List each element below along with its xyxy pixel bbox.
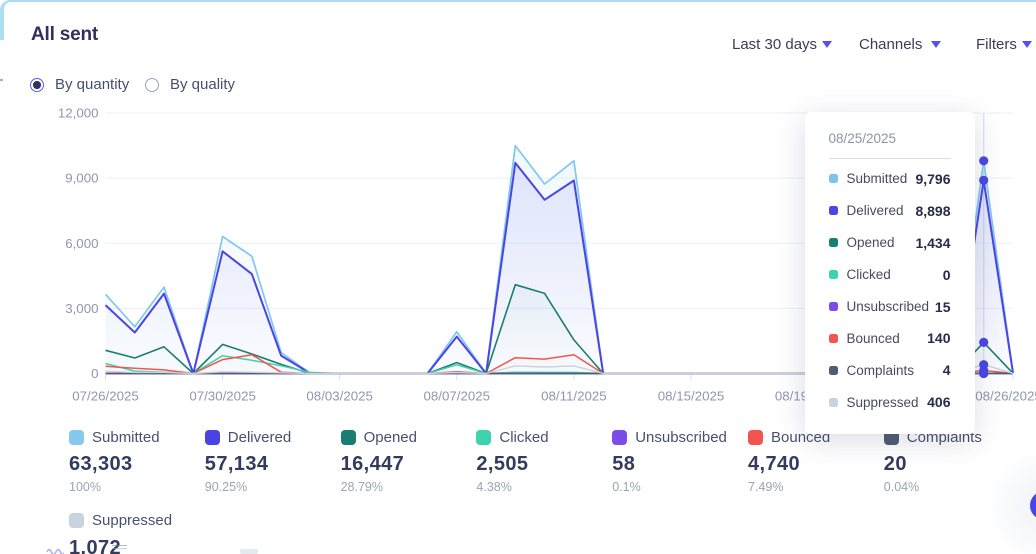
svg-text:07/30/2025: 07/30/2025 xyxy=(189,389,256,404)
svg-text:0: 0 xyxy=(91,366,98,381)
svg-text:08/26/2025: 08/26/2025 xyxy=(975,389,1036,404)
svg-text:08/03/2025: 08/03/2025 xyxy=(306,389,373,404)
svg-text:07/26/2025: 07/26/2025 xyxy=(72,389,139,404)
svg-text:08/11/2025: 08/11/2025 xyxy=(541,389,607,404)
svg-text:12,000: 12,000 xyxy=(58,106,99,121)
svg-text:08/07/2025: 08/07/2025 xyxy=(424,389,491,404)
svg-text:08/15/2025: 08/15/2025 xyxy=(658,389,725,404)
svg-text:3,000: 3,000 xyxy=(65,301,98,316)
svg-text:6,000: 6,000 xyxy=(65,236,98,251)
svg-text:9,000: 9,000 xyxy=(65,171,98,186)
